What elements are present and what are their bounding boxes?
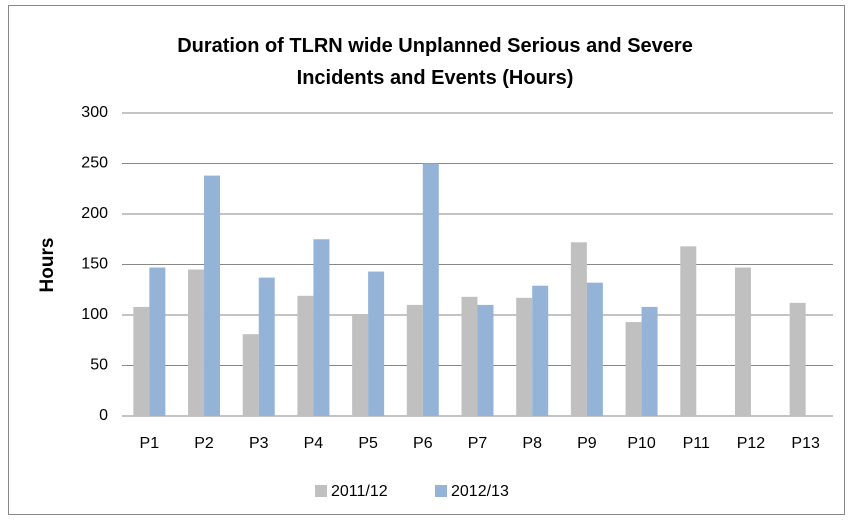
bar bbox=[586, 282, 603, 416]
bar bbox=[532, 285, 549, 416]
bar bbox=[133, 306, 150, 416]
legend-label: 2012/13 bbox=[451, 483, 509, 500]
bar bbox=[477, 304, 494, 416]
y-tick-label: 150 bbox=[81, 256, 108, 273]
bar bbox=[406, 304, 423, 416]
x-tick-label: P3 bbox=[249, 435, 269, 452]
bar bbox=[625, 322, 642, 416]
x-tick-label: P9 bbox=[577, 435, 597, 452]
bar bbox=[422, 163, 439, 416]
x-tick-label: P2 bbox=[194, 435, 214, 452]
bar bbox=[570, 242, 587, 416]
bar bbox=[188, 269, 205, 416]
x-tick-label: P10 bbox=[627, 435, 656, 452]
bar bbox=[516, 297, 533, 416]
bar bbox=[461, 296, 478, 416]
y-tick-label: 50 bbox=[90, 357, 108, 374]
x-tick-label: P8 bbox=[522, 435, 542, 452]
x-tick-label: P1 bbox=[140, 435, 160, 452]
chart-title: Duration of TLRN wide Unplanned Serious … bbox=[177, 35, 693, 89]
y-tick-label: 200 bbox=[81, 205, 108, 222]
x-tick-label: P7 bbox=[468, 435, 488, 452]
bar bbox=[734, 267, 751, 416]
x-tick-label: P4 bbox=[304, 435, 324, 452]
bar bbox=[149, 267, 166, 416]
bar bbox=[297, 295, 314, 416]
legend-label: 2011/12 bbox=[331, 483, 388, 500]
bar bbox=[680, 246, 697, 416]
y-axis-label: Hours bbox=[37, 238, 58, 293]
x-tick-label: P13 bbox=[791, 435, 820, 452]
y-tick-label: 100 bbox=[81, 306, 108, 323]
x-tick-label: P6 bbox=[413, 435, 433, 452]
x-tick-label: P11 bbox=[683, 435, 710, 452]
bar bbox=[641, 306, 658, 416]
bar bbox=[368, 271, 385, 416]
legend-swatch bbox=[315, 485, 327, 497]
bar bbox=[204, 175, 221, 416]
bar bbox=[789, 302, 806, 416]
y-tick-label: 0 bbox=[99, 407, 108, 424]
x-tick-label: P5 bbox=[358, 435, 378, 452]
y-tick-label: 300 bbox=[81, 104, 108, 121]
x-tick-label: P12 bbox=[737, 435, 766, 452]
bar bbox=[352, 313, 369, 416]
y-tick-label: 250 bbox=[81, 155, 108, 172]
bar bbox=[242, 334, 259, 416]
legend-swatch bbox=[435, 485, 447, 497]
bar bbox=[313, 239, 330, 416]
bar bbox=[258, 277, 275, 416]
